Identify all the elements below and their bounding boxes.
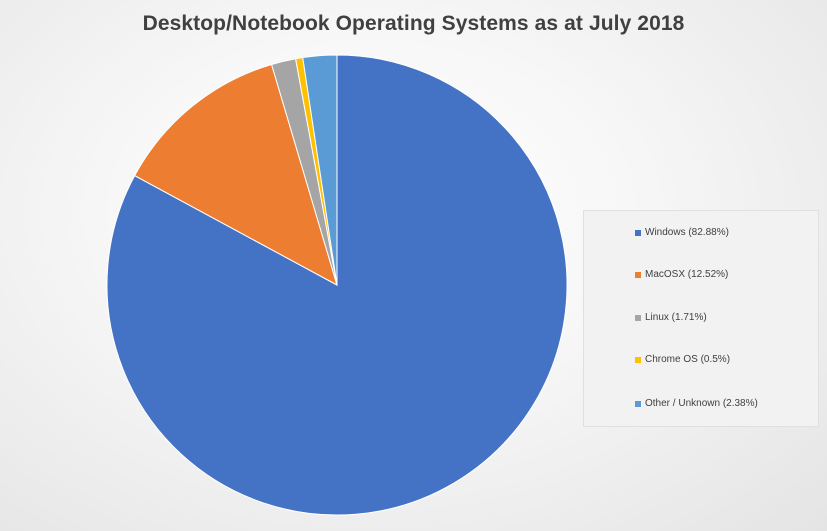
pie-slice-macosx xyxy=(133,63,338,287)
pie-slice-other-unknown xyxy=(302,54,338,286)
legend-item-linux: Linux (1.71%) xyxy=(635,312,707,323)
legend-swatch-windows xyxy=(635,229,641,236)
legend-label-linux: Linux (1.71%) xyxy=(645,312,707,323)
legend-item-macosx: MacOSX (12.52%) xyxy=(635,269,728,280)
pie-slice-windows xyxy=(106,54,568,516)
legend-item-other-unknown: Other / Unknown (2.38%) xyxy=(635,398,758,409)
legend-swatch-other-unknown xyxy=(635,400,641,407)
legend-item-chrome-os: Chrome OS (0.5%) xyxy=(635,354,730,365)
legend-label-other-unknown: Other / Unknown (2.38%) xyxy=(645,398,758,409)
legend-swatch-macosx xyxy=(635,271,641,278)
legend-label-windows: Windows (82.88%) xyxy=(645,227,729,238)
legend-swatch-linux xyxy=(635,314,641,321)
legend-item-windows: Windows (82.88%) xyxy=(635,227,729,238)
chart-title: Desktop/Notebook Operating Systems as at… xyxy=(142,12,685,35)
legend-label-chrome-os: Chrome OS (0.5%) xyxy=(645,354,731,365)
chart-legend: Windows (82.88%) MacOSX (12.52%) Linux (… xyxy=(583,210,819,427)
legend-swatch-chrome-os xyxy=(635,356,641,363)
legend-label-macosx: MacOSX (12.52%) xyxy=(645,269,729,280)
